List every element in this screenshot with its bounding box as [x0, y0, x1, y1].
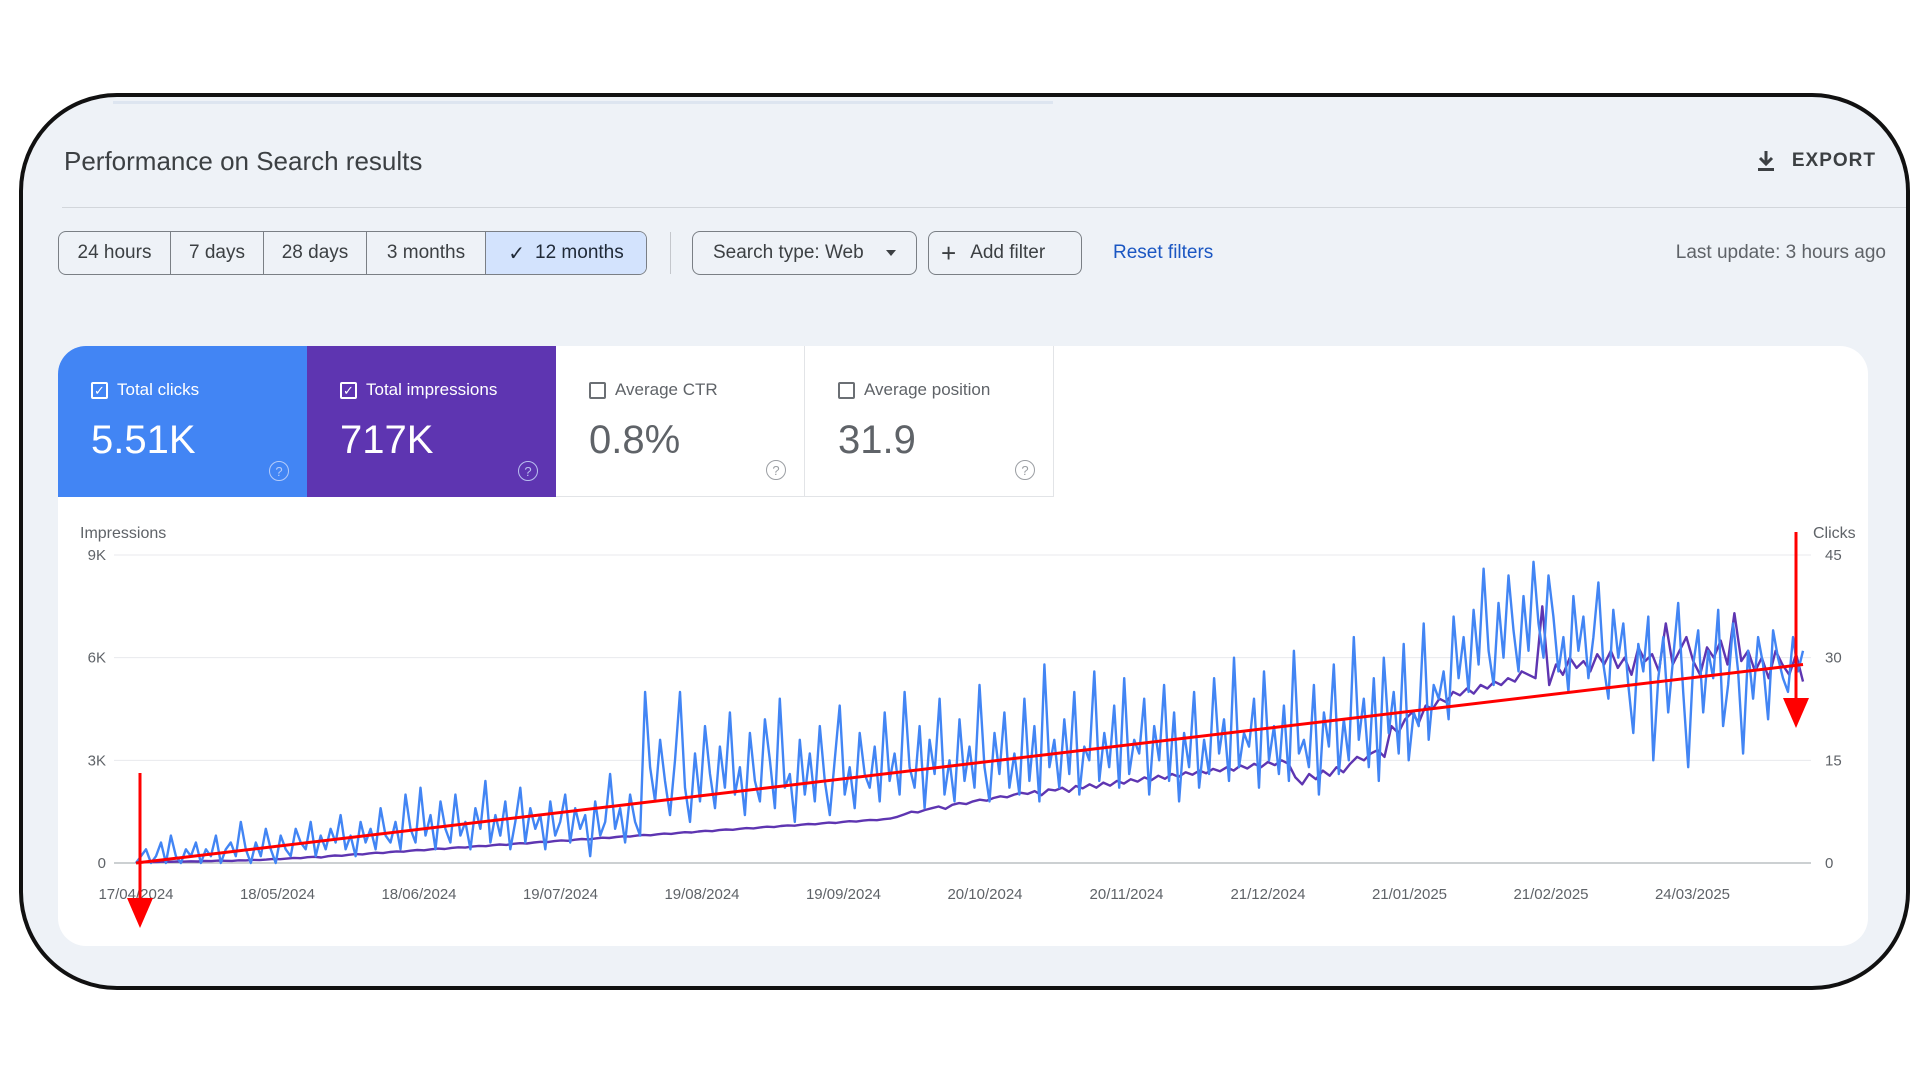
help-icon[interactable]: ?	[766, 460, 786, 480]
search-type-label: Search type: Web	[713, 242, 864, 263]
range-7-days[interactable]: 7 days	[171, 232, 264, 274]
caret-down-icon	[885, 250, 896, 256]
range-label: 24 hours	[77, 242, 152, 263]
export-label: EXPORT	[1791, 150, 1876, 171]
date-range-selector: 24 hours 7 days 28 days 3 months ✓ 12 mon…	[58, 231, 647, 275]
top-decoration	[113, 101, 1053, 104]
metric-value: 717K	[340, 418, 434, 462]
right-tick-label: 45	[1825, 547, 1842, 564]
range-28-days[interactable]: 28 days	[264, 232, 367, 274]
right-tick-label: 15	[1825, 752, 1842, 769]
metric-total-impressions[interactable]: ✓ Total impressions 717K ?	[307, 346, 556, 497]
metric-label: Total impressions	[366, 380, 498, 399]
right-axis-title: Clicks	[1813, 525, 1856, 542]
metric-average-ctr[interactable]: Average CTR 0.8% ?	[556, 346, 805, 497]
metric-value: 0.8%	[589, 418, 681, 462]
performance-chart: 9K 45 6K 30 3K 15 0 0 17/04/2024 18/05/2024 18/06/…	[88, 532, 1842, 928]
x-tick-label: 20/10/2024	[947, 886, 1022, 903]
start-arrow-head	[127, 898, 153, 928]
checkbox-unchecked-icon[interactable]	[838, 381, 855, 399]
metric-label: Average CTR	[615, 380, 718, 399]
add-filter-label: Add filter	[970, 242, 1046, 263]
range-12-months[interactable]: ✓ 12 months	[486, 232, 646, 274]
metric-label: Total clicks	[117, 380, 200, 399]
left-tick-label: 6K	[88, 650, 106, 667]
range-label: 7 days	[189, 242, 245, 263]
metric-label: Average position	[864, 380, 991, 399]
end-arrow-head	[1783, 698, 1809, 728]
add-filter-button[interactable]: + Add filter	[928, 231, 1082, 275]
x-tick-label: 19/08/2024	[664, 886, 739, 903]
x-tick-label: 21/12/2024	[1230, 886, 1305, 903]
checkbox-unchecked-icon[interactable]	[589, 381, 606, 399]
metric-total-clicks[interactable]: ✓ Total clicks 5.51K ?	[58, 346, 307, 497]
reset-filters-link[interactable]: Reset filters	[1113, 242, 1214, 263]
metric-value: 5.51K	[91, 418, 196, 462]
x-tick-label: 18/06/2024	[381, 886, 456, 903]
help-icon[interactable]: ?	[518, 461, 538, 481]
range-label: 28 days	[281, 242, 349, 263]
range-label: 3 months	[386, 242, 466, 263]
checkbox-checked-icon[interactable]: ✓	[340, 381, 357, 399]
x-tick-label: 21/01/2025	[1372, 886, 1447, 903]
impressions-series-line	[135, 605, 1805, 864]
performance-card: ✓ Total clicks 5.51K ? ✓ Total impressions…	[58, 346, 1868, 946]
metric-value: 31.9	[838, 418, 916, 462]
header-divider	[62, 207, 1906, 208]
x-tick-label: 19/07/2024	[523, 886, 598, 903]
last-update-text: Last update: 3 hours ago	[1675, 242, 1886, 263]
plus-icon: +	[941, 238, 957, 268]
x-tick-label: 19/09/2024	[806, 886, 881, 903]
left-tick-label: 3K	[88, 752, 106, 769]
screenshot-frame: Performance on Search results EXPORT 24 …	[19, 93, 1910, 990]
x-tick-label: 24/03/2025	[1655, 886, 1730, 903]
metric-average-position[interactable]: Average position 31.9 ?	[805, 346, 1054, 497]
x-tick-label: 20/11/2024	[1090, 886, 1164, 903]
x-tick-label: 17/04/2024	[98, 886, 173, 903]
range-3-months[interactable]: 3 months	[367, 232, 486, 274]
x-tick-label: 21/02/2025	[1513, 886, 1588, 903]
right-tick-label: 0	[1825, 855, 1833, 872]
range-24-hours[interactable]: 24 hours	[59, 232, 171, 274]
left-tick-label: 0	[98, 855, 106, 872]
left-axis-title: Impressions	[80, 525, 167, 542]
page-title: Performance on Search results	[64, 146, 423, 176]
checkbox-checked-icon[interactable]: ✓	[91, 381, 108, 399]
clicks-series-line	[135, 560, 1805, 865]
help-icon[interactable]: ?	[269, 461, 289, 481]
left-tick-label: 9K	[88, 547, 106, 564]
check-icon: ✓	[508, 242, 526, 265]
search-type-dropdown[interactable]: Search type: Web	[692, 231, 917, 275]
range-label: 12 months	[535, 242, 624, 263]
help-icon[interactable]: ?	[1015, 460, 1035, 480]
toolbar-separator	[670, 232, 671, 274]
x-tick-label: 18/05/2024	[240, 886, 315, 903]
right-tick-label: 30	[1825, 650, 1842, 667]
download-icon	[1757, 151, 1774, 171]
export-button[interactable]: EXPORT	[1754, 149, 1876, 173]
trend-line	[135, 663, 1804, 865]
